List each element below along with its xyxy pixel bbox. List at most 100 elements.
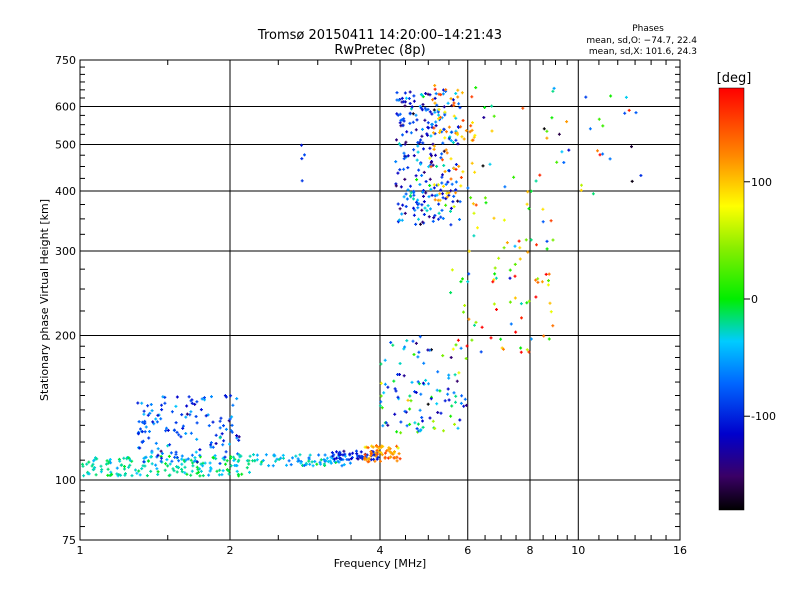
data-point: [443, 170, 447, 173]
data-point: [145, 474, 149, 478]
data-point: [419, 162, 423, 166]
y-tick-label: 600: [55, 101, 76, 114]
data-point: [237, 453, 241, 457]
data-point: [150, 409, 154, 413]
data-point: [525, 348, 529, 352]
data-point: [211, 456, 215, 459]
data-point: [386, 423, 390, 427]
data-point: [452, 114, 456, 118]
data-point: [230, 423, 234, 427]
data-point: [630, 179, 634, 183]
data-point: [465, 403, 468, 407]
data-point: [154, 463, 158, 467]
data-point: [213, 454, 217, 458]
data-point: [395, 91, 399, 95]
data-point: [433, 194, 437, 198]
data-point: [452, 194, 456, 198]
data-point: [430, 112, 434, 116]
data-point: [140, 467, 144, 471]
data-point: [453, 422, 456, 426]
data-point: [135, 471, 139, 475]
data-point: [551, 89, 555, 93]
data-point: [483, 106, 487, 109]
data-point: [432, 147, 436, 151]
colorbar-ticks: 100 0 -100: [744, 176, 776, 423]
data-point: [230, 415, 234, 419]
data-point: [492, 114, 496, 118]
data-point: [521, 106, 525, 110]
data-point: [300, 143, 303, 147]
data-point: [454, 167, 458, 171]
data-point: [431, 98, 435, 102]
data-point: [424, 108, 428, 112]
data-point: [169, 451, 173, 455]
data-point: [409, 194, 412, 198]
data-point: [409, 184, 412, 188]
data-point: [393, 412, 397, 416]
data-point: [492, 278, 496, 282]
data-point: [87, 460, 91, 464]
data-point: [402, 151, 406, 155]
data-point: [201, 464, 205, 468]
data-point: [451, 98, 455, 102]
data-point: [414, 341, 418, 345]
data-point: [470, 161, 474, 165]
data-point: [416, 141, 420, 144]
data-point: [398, 457, 402, 461]
data-point: [100, 468, 104, 472]
data-point: [442, 127, 446, 131]
data-point: [408, 407, 412, 411]
data-point: [224, 450, 228, 454]
data-point: [428, 177, 432, 181]
data-point: [210, 395, 213, 399]
data-point: [175, 456, 179, 459]
data-point: [445, 195, 449, 199]
data-point: [410, 107, 413, 111]
data-point: [109, 473, 113, 477]
data-point: [218, 436, 222, 440]
data-point: [159, 459, 163, 463]
data-point: [350, 457, 353, 461]
data-point: [446, 180, 450, 184]
data-point: [434, 153, 437, 157]
y-tick-label: 300: [55, 245, 76, 258]
data-point: [447, 373, 451, 377]
data-point: [547, 279, 550, 283]
data-point: [508, 268, 512, 272]
data-point: [229, 456, 232, 460]
data-point: [552, 86, 556, 90]
data-point: [187, 395, 191, 399]
data-point: [399, 420, 403, 424]
data-point: [152, 422, 156, 426]
data-point: [403, 177, 407, 181]
data-point: [228, 417, 232, 421]
data-point: [130, 474, 134, 478]
data-point: [412, 213, 416, 217]
data-point: [447, 125, 451, 129]
data-point: [94, 473, 98, 477]
data-point: [601, 152, 605, 156]
data-point: [467, 249, 471, 253]
data-point: [369, 454, 373, 458]
data-point: [422, 170, 426, 174]
data-point: [237, 435, 241, 439]
data-point: [446, 101, 450, 105]
data-point: [436, 411, 440, 414]
data-point: [183, 471, 187, 475]
data-point: [117, 473, 121, 477]
data-point: [449, 291, 453, 295]
data-point: [380, 453, 384, 457]
data-point: [180, 413, 184, 417]
data-point: [338, 456, 342, 460]
data-point: [432, 186, 436, 190]
data-point: [380, 444, 384, 448]
data-point: [138, 473, 142, 477]
data-point: [138, 446, 142, 450]
data-point: [374, 454, 378, 458]
data-point: [329, 455, 333, 459]
data-point: [473, 133, 477, 137]
data-point: [271, 464, 275, 468]
data-point: [562, 161, 566, 164]
data-point: [441, 354, 445, 358]
data-point: [431, 219, 435, 223]
